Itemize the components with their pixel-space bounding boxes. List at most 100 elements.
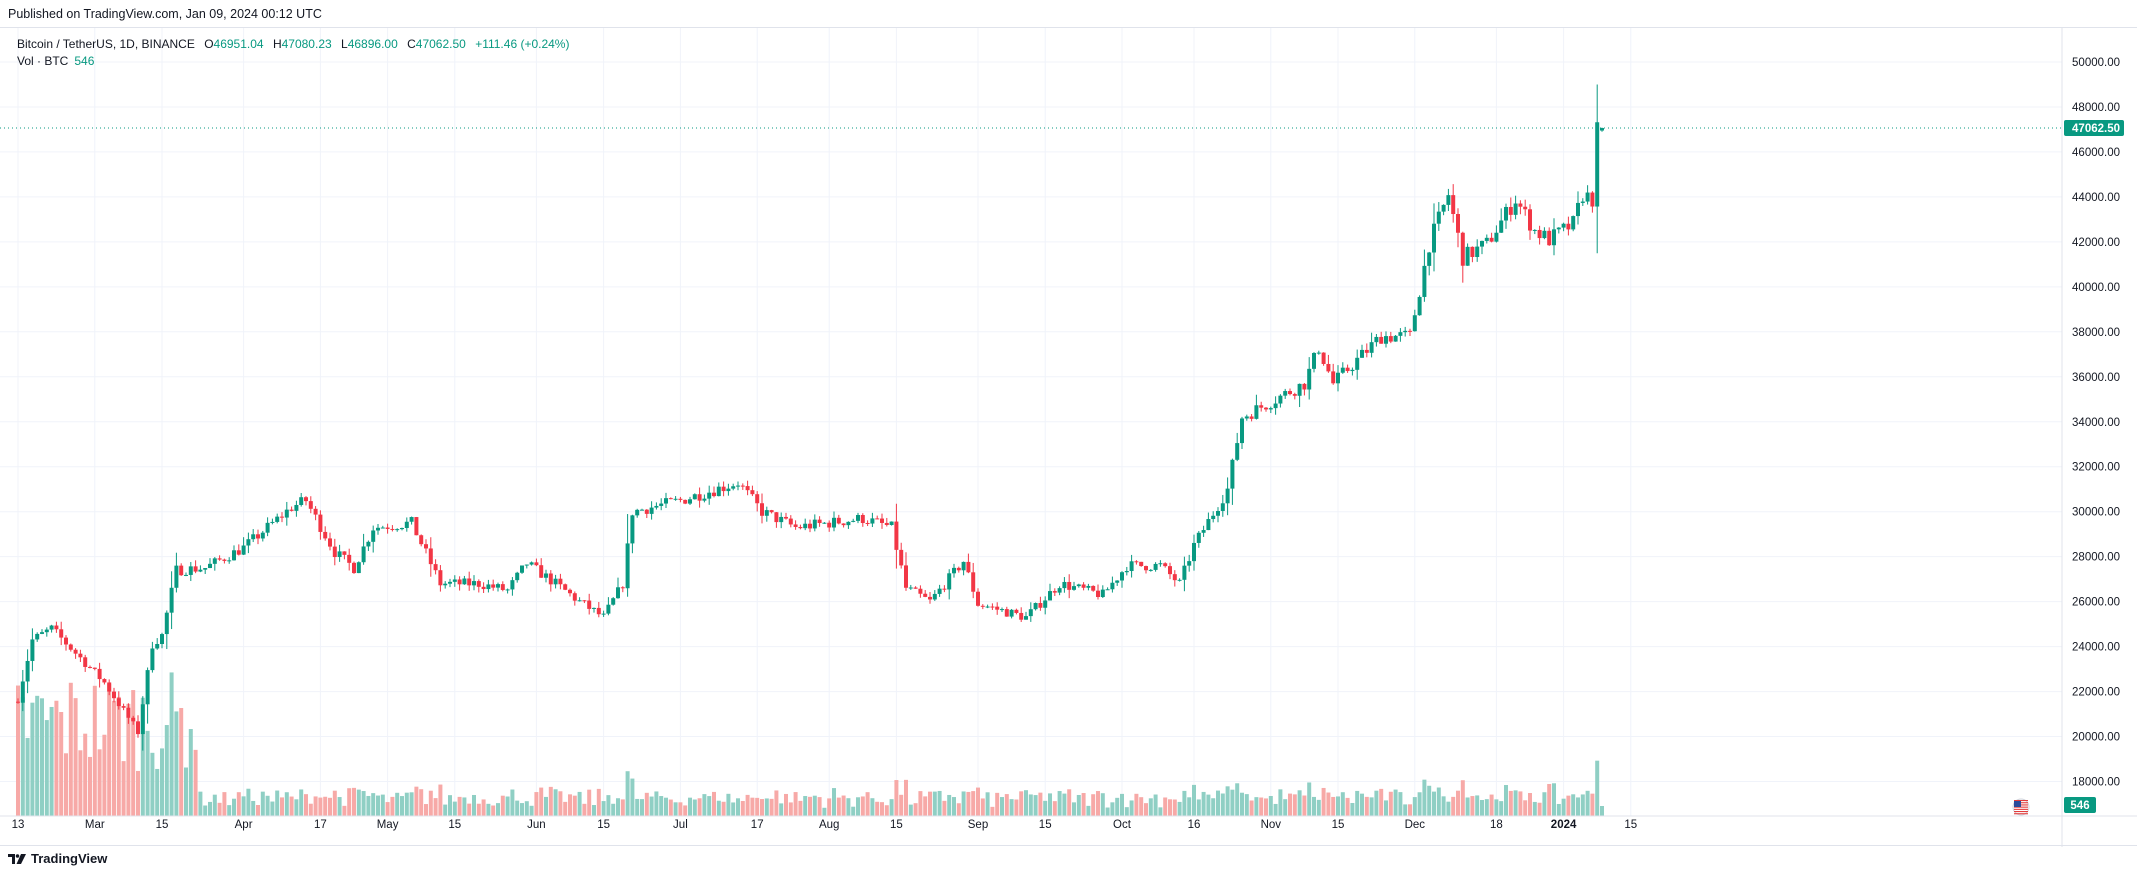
volume-bar: [1528, 793, 1532, 816]
candle: [1345, 364, 1350, 373]
candle: [1225, 477, 1230, 516]
candle: [1134, 560, 1139, 565]
volume-bar: [1081, 793, 1086, 816]
grid: [0, 28, 2062, 816]
volume-bar: [1331, 796, 1336, 816]
candle: [419, 534, 424, 547]
volume-bar: [275, 790, 280, 816]
volume-bar: [1067, 789, 1072, 816]
volume-bar: [1355, 790, 1360, 816]
candle: [1009, 608, 1014, 619]
candle: [1292, 392, 1297, 400]
volume-bar: [1403, 804, 1408, 816]
candle: [1240, 416, 1244, 449]
candle: [208, 558, 212, 569]
volume-bar: [16, 685, 20, 816]
candle: [222, 558, 227, 564]
candle: [102, 678, 107, 685]
candle: [774, 511, 779, 528]
volume-bar: [491, 805, 496, 816]
volume-bar: [1321, 787, 1326, 816]
volume-bar: [1480, 799, 1484, 816]
candle: [1600, 127, 1604, 132]
candle: [126, 703, 131, 724]
candle: [630, 514, 635, 554]
volume-bar: [140, 697, 145, 816]
volume-bar: [568, 794, 572, 816]
candle: [44, 627, 49, 637]
chart-area[interactable]: 18000.00 20000.00 22000.00 24000.00 26000.00…: [0, 27, 2137, 847]
volume-bar: [572, 795, 577, 816]
candle: [280, 512, 284, 523]
x-tick-label: 15: [1332, 819, 1345, 831]
candle: [452, 575, 457, 587]
volume-bar: [841, 795, 846, 816]
candle: [880, 513, 884, 529]
candle: [745, 480, 750, 496]
candle: [251, 529, 256, 543]
candle: [136, 715, 140, 738]
candle: [1456, 208, 1460, 248]
candle: [1182, 556, 1187, 592]
candle: [1268, 406, 1273, 414]
candle: [428, 537, 433, 577]
volume-bar: [1100, 793, 1105, 816]
candlestick-chart[interactable]: 18000.00 20000.00 22000.00 24000.00 26000.00…: [0, 28, 2137, 847]
volume-bar: [726, 793, 731, 816]
candle: [1307, 357, 1312, 400]
candle: [860, 513, 865, 527]
volume-bar: [779, 803, 784, 816]
candle: [404, 517, 409, 532]
time-axis[interactable]: 13 Mar 15 Apr 17 May 15 Jun 15 Jul 17 Aug 15 Sep 15 Oct…: [0, 798, 2137, 831]
candle: [1489, 232, 1494, 243]
volume-bar: [481, 799, 486, 816]
candle: [529, 561, 534, 566]
volume-bar: [817, 797, 822, 816]
candle: [299, 492, 304, 507]
candle: [366, 540, 371, 551]
candle: [913, 586, 918, 589]
candle: [140, 696, 145, 751]
candle: [577, 597, 582, 602]
volume-bar: [1518, 791, 1523, 816]
volume-bar: [251, 800, 256, 816]
candle: [894, 503, 899, 569]
volume-bar: [145, 730, 150, 816]
candle: [1547, 227, 1552, 246]
candle: [433, 559, 438, 575]
candle: [1432, 203, 1436, 272]
price-axis[interactable]: 18000.00 20000.00 22000.00 24000.00 26000.00…: [2061, 28, 2124, 847]
candle: [49, 624, 54, 633]
volume-bar: [1028, 794, 1033, 816]
candle: [640, 508, 644, 511]
volume-bar: [443, 804, 448, 816]
candle: [1196, 530, 1201, 548]
volume-bar: [908, 804, 913, 816]
candle: [668, 497, 673, 500]
volume-bar: [1259, 797, 1264, 816]
volume-bar: [606, 795, 611, 816]
candle: [1168, 562, 1172, 580]
volume-bar: [241, 796, 246, 816]
candle: [870, 512, 875, 528]
volume-bar: [433, 798, 438, 816]
candle: [1302, 382, 1307, 396]
candle: [697, 487, 702, 508]
candle: [1537, 225, 1542, 245]
candle: [1561, 222, 1566, 232]
candles: [16, 84, 1604, 751]
footer-brand[interactable]: TradingView: [8, 851, 107, 866]
volume-bar: [1192, 784, 1196, 816]
volume-bar: [1456, 790, 1460, 816]
candle: [884, 517, 889, 527]
candle: [169, 571, 174, 630]
candle: [990, 603, 995, 610]
volume-bar: [1086, 805, 1091, 816]
volume-bar: [635, 798, 640, 816]
volume-bar: [904, 779, 908, 816]
candle: [582, 600, 587, 604]
candle: [534, 558, 539, 567]
us-flag-icon[interactable]: [2012, 798, 2030, 816]
volume-bar: [1264, 798, 1268, 816]
candle: [798, 524, 803, 530]
